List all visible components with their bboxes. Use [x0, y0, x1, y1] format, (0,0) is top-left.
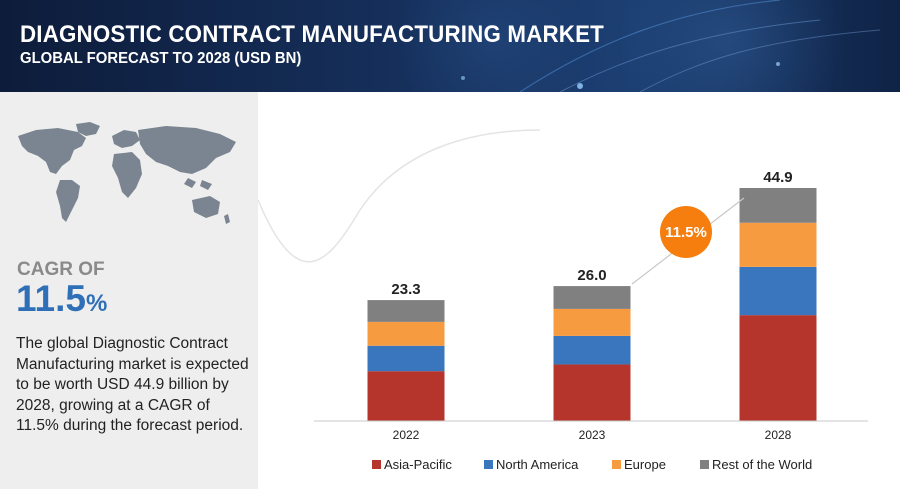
page-title: DIAGNOSTIC CONTRACT MANUFACTURING MARKET — [20, 21, 605, 48]
bar-rest-of-the-world-2028 — [739, 188, 817, 223]
legend-label-asia-pacific: Asia-Pacific — [384, 457, 452, 472]
header-banner: DIAGNOSTIC CONTRACT MANUFACTURING MARKET… — [0, 0, 900, 92]
bar-north-america-2028 — [739, 266, 817, 316]
legend-swatch-europe — [612, 460, 621, 469]
legend-label-north-america: North America — [496, 457, 579, 472]
legend-swatch-north-america — [484, 460, 493, 469]
decorative-curve — [257, 129, 541, 263]
bar-rest-of-the-world-2022 — [367, 300, 445, 322]
page-subtitle: GLOBAL FORECAST TO 2028 (USD BN) — [20, 50, 302, 67]
cagr-badge — [660, 206, 712, 258]
cagr-unit: % — [85, 290, 108, 317]
cagr-label: CAGR OF — [17, 259, 105, 280]
cagr-badge-label: 11.5% — [665, 224, 707, 241]
total-label-2022: 23.3 — [391, 281, 420, 298]
legend-label-europe: Europe — [624, 457, 666, 472]
total-label-2028: 44.9 — [763, 169, 792, 186]
total-label-2023: 26.0 — [577, 267, 606, 284]
bar-asia-pacific-2023 — [553, 364, 631, 421]
bar-rest-of-the-world-2023 — [553, 286, 631, 309]
header-decoration — [461, 0, 881, 92]
bar-asia-pacific-2028 — [739, 315, 817, 421]
cagr-number: 11.5 — [16, 278, 86, 319]
bar-asia-pacific-2022 — [367, 371, 445, 421]
x-tick-2022: 2022 — [393, 428, 420, 442]
x-tick-2023: 2023 — [579, 428, 606, 442]
world-map-icon — [18, 122, 236, 224]
legend-swatch-rest-of-the-world — [700, 460, 709, 469]
bar-north-america-2022 — [367, 345, 445, 372]
market-description: The global Diagnostic Contract Manufactu… — [16, 335, 249, 434]
bar-europe-2028 — [739, 222, 817, 267]
bar-north-america-2023 — [553, 335, 631, 365]
legend-swatch-asia-pacific — [372, 460, 381, 469]
cagr-value: 11.5% — [16, 278, 107, 320]
bar-europe-2023 — [553, 308, 631, 336]
bar-europe-2022 — [367, 321, 445, 346]
x-tick-2028: 2028 — [765, 428, 792, 442]
legend-label-rest-of-the-world: Rest of the World — [712, 457, 812, 472]
